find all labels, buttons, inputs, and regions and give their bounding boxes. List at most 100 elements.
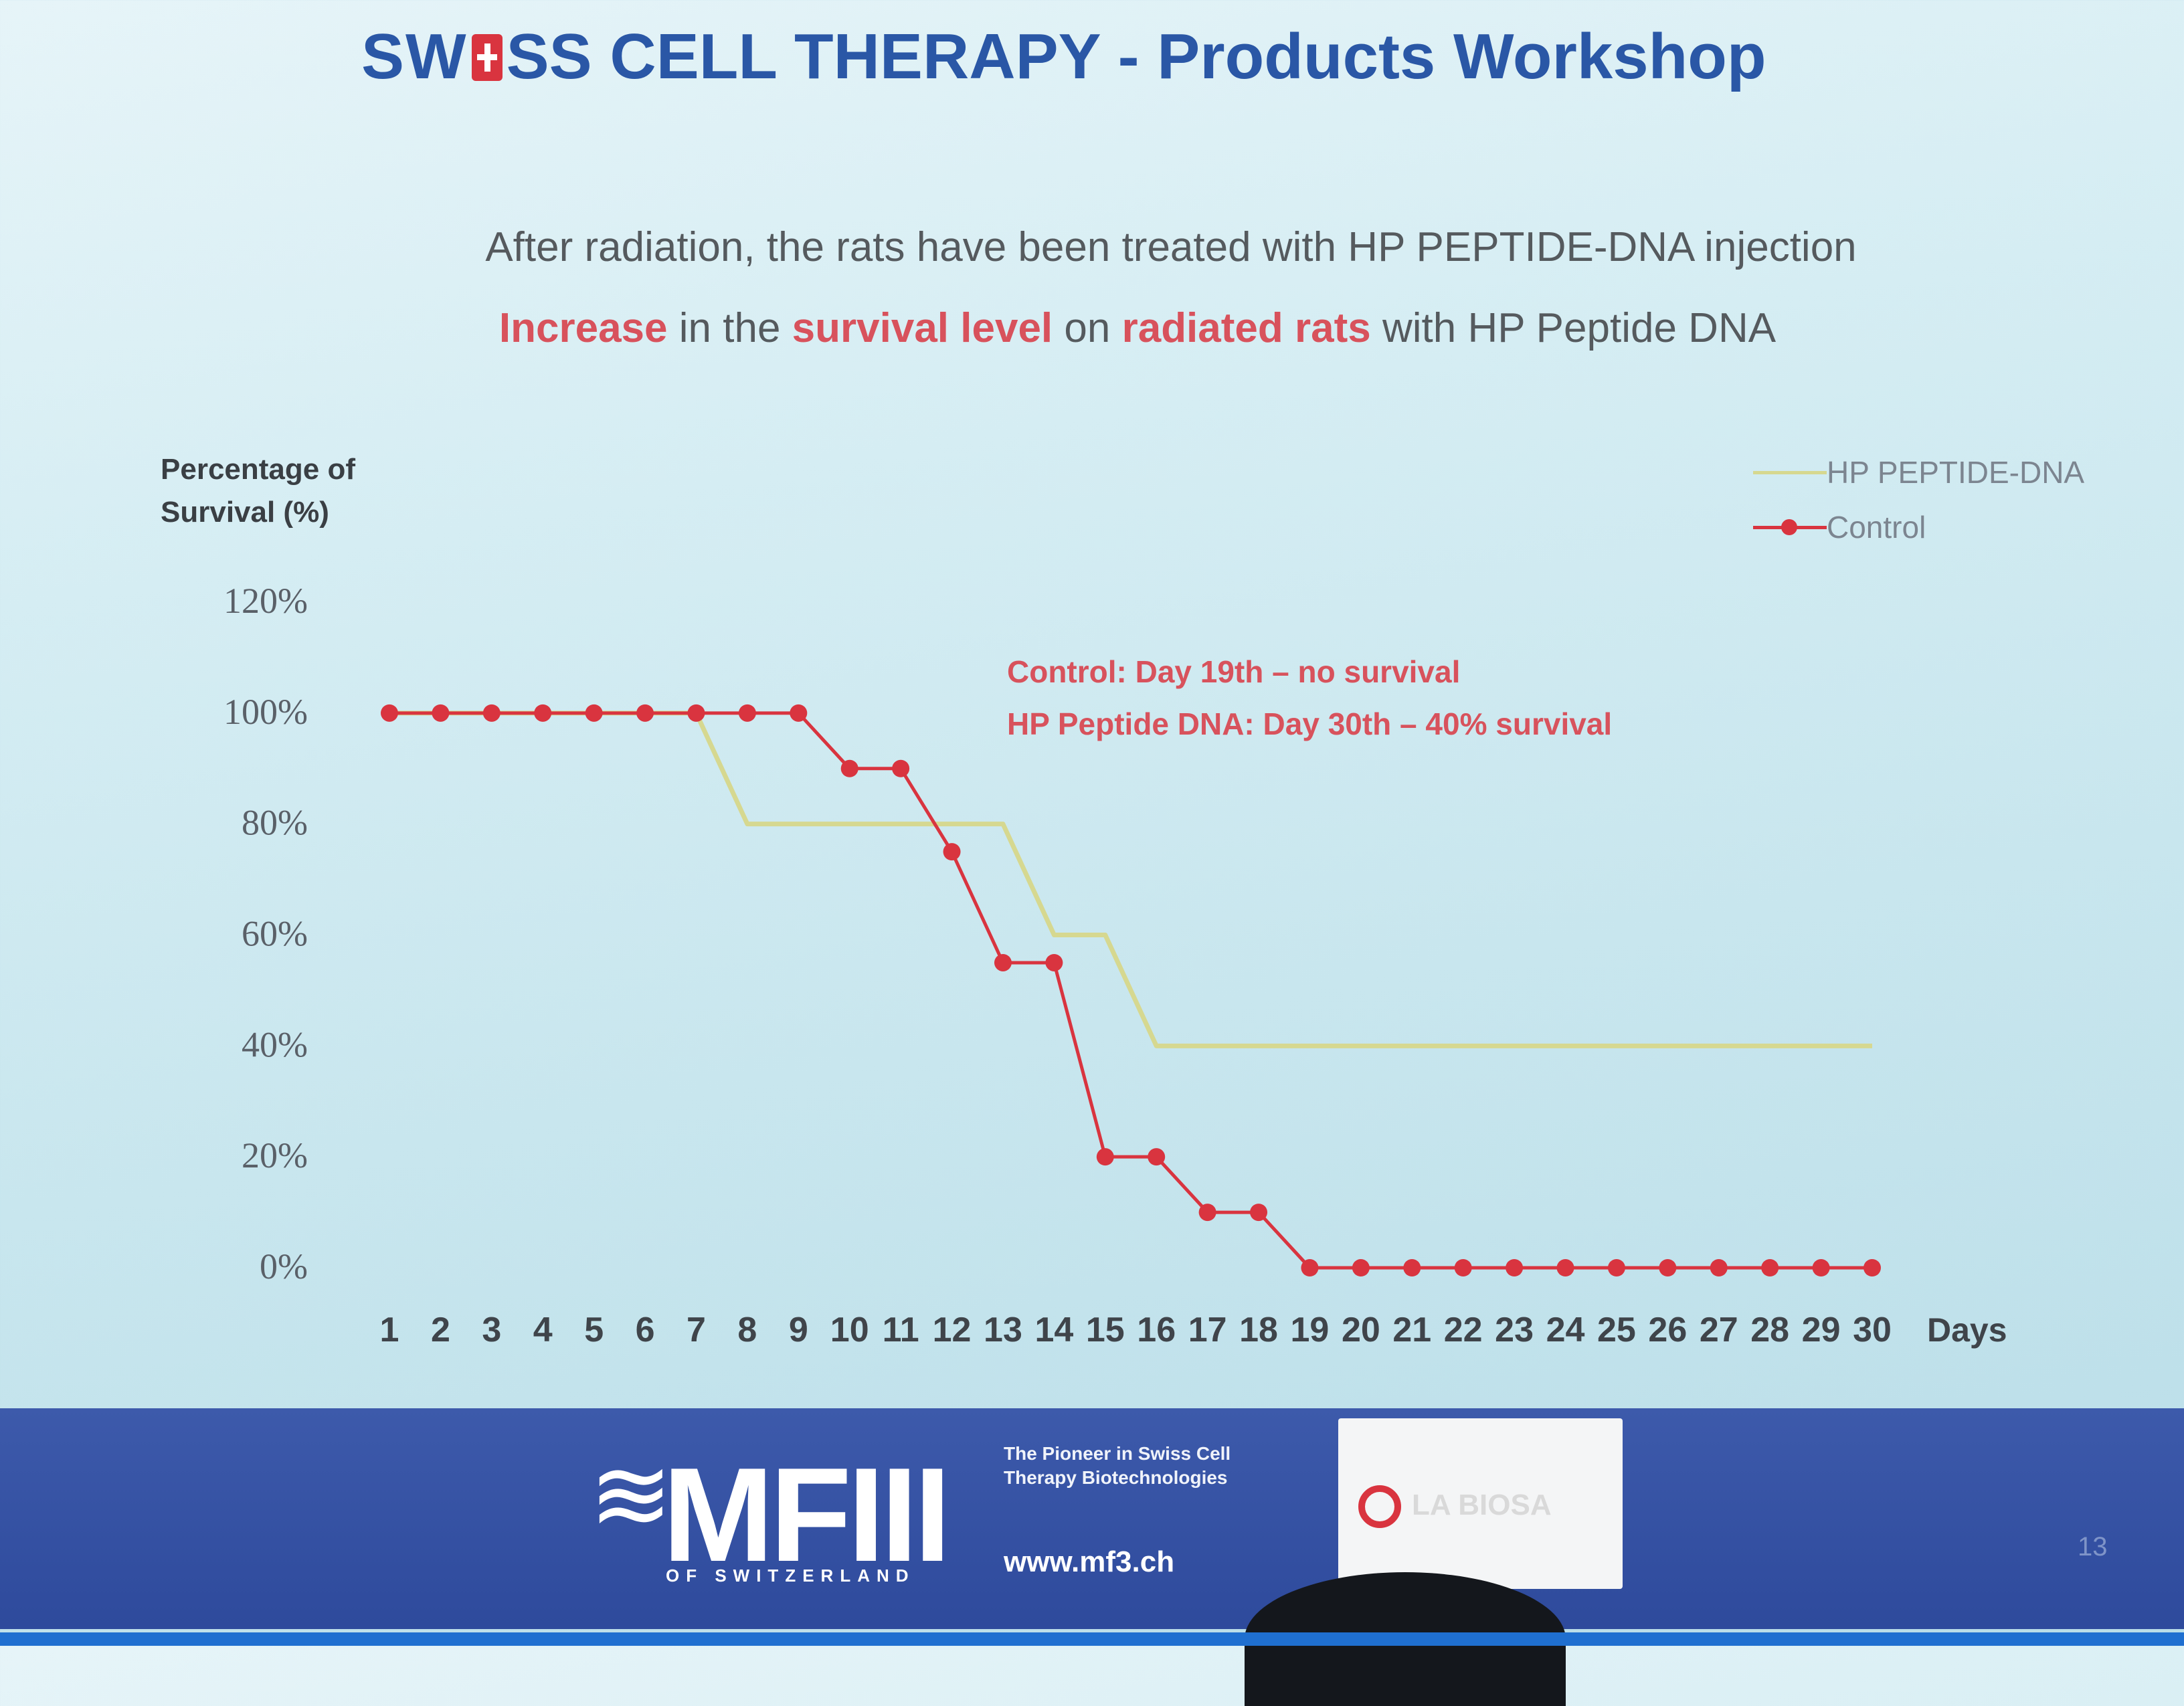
page-number: 13 (2078, 1532, 2108, 1561)
control-data-point (790, 704, 808, 722)
x-tick-label: 25 (1597, 1311, 1636, 1349)
survival-chart: 0%20%40%60%80%100%120%1 2 3 4 5 6 7 8 9 10 11 12 13 1… (223, 581, 2007, 1349)
x-tick-label: 17 (1188, 1311, 1227, 1349)
control-data-point (892, 759, 910, 777)
chart-annotation: Control: Day 19th – no survival HP Pepti… (1007, 646, 1743, 750)
x-tick-label: 27 (1700, 1311, 1738, 1349)
x-tick-label: 30 (1853, 1311, 1892, 1349)
x-tick-label: 19 (1291, 1311, 1330, 1349)
control-data-point (636, 704, 654, 722)
legend-item-hp: HP PEPTIDE-DNA (1753, 455, 2088, 498)
x-tick-label: 18 (1239, 1311, 1278, 1349)
control-data-point (482, 704, 500, 722)
subtitle-part-2: in the (667, 305, 792, 351)
y-tick-label: 20% (242, 1135, 308, 1175)
y-tick-label: 120% (223, 581, 308, 621)
control-data-point (1403, 1259, 1421, 1276)
legend-swatch-hp (1753, 455, 1827, 488)
slide: SW SS CELL THERAPY - Products Workshop Af… (0, 21, 2184, 1706)
control-data-point (534, 704, 552, 722)
control-data-point (1812, 1259, 1830, 1276)
subtitle-part-4: on (1053, 305, 1122, 351)
control-data-point (1301, 1259, 1319, 1276)
subtitle-part-6: with HP Peptide DNA (1370, 305, 1777, 351)
control-data-point (1556, 1259, 1574, 1276)
x-tick-label: 13 (984, 1311, 1022, 1349)
x-tick-label: 5 (584, 1311, 604, 1349)
partner-name: LA BIOSA (1412, 1489, 1552, 1521)
x-tick-label: 29 (1802, 1311, 1841, 1349)
x-tick-label: 6 (636, 1311, 655, 1349)
x-axis-label: Days (1927, 1311, 2007, 1349)
x-tick-label: 15 (1086, 1311, 1125, 1349)
y-tick-label: 0% (260, 1246, 308, 1287)
x-tick-label: 1 (380, 1311, 399, 1349)
y-tick-label: 40% (242, 1024, 308, 1064)
title-prefix: SW (361, 21, 468, 92)
x-tick-label: 23 (1495, 1311, 1534, 1349)
x-tick-label: 16 (1137, 1311, 1176, 1349)
x-tick-label: 3 (482, 1311, 501, 1349)
control-data-point (381, 704, 398, 722)
logo-text: MFIII (662, 1440, 951, 1590)
control-data-point (1659, 1259, 1677, 1276)
control-data-point (1761, 1259, 1779, 1276)
bottom-strip (0, 1632, 2184, 1646)
x-tick-label: 9 (789, 1311, 808, 1349)
control-data-point (687, 704, 705, 722)
y-axis-label: Percentage of Survival (%) (161, 453, 355, 529)
x-tick-label: 22 (1444, 1311, 1483, 1349)
y-tick-label: 80% (242, 803, 308, 843)
x-tick-label: 24 (1546, 1311, 1585, 1349)
footer-url[interactable]: www.mf3.ch (1004, 1545, 1175, 1578)
logo-subtext: OF SWITZERLAND (666, 1566, 915, 1586)
x-tick-label: 26 (1648, 1311, 1687, 1349)
swiss-cross-icon (471, 34, 503, 81)
control-data-point (1863, 1259, 1881, 1276)
control-data-point (1096, 1148, 1114, 1166)
control-data-point (1710, 1259, 1728, 1276)
x-tick-label: 7 (687, 1311, 706, 1349)
chart-legend: HP PEPTIDE-DNA Control (1753, 455, 2088, 565)
x-tick-label: 2 (431, 1311, 450, 1349)
legend-label-hp: HP PEPTIDE-DNA (1827, 455, 2085, 490)
control-data-point (432, 704, 450, 722)
x-tick-label: 21 (1392, 1311, 1431, 1349)
annotation-hp: HP Peptide DNA: Day 30th – 40% survival (1007, 706, 1613, 741)
subtitle-part-3: survival level (792, 305, 1053, 351)
control-data-point (943, 843, 961, 861)
legend-swatch-control (1753, 510, 1827, 543)
subtitle-line1: After radiation, the rats have been trea… (485, 224, 1857, 270)
control-data-point (1506, 1259, 1524, 1276)
annotation-control: Control: Day 19th – no survival (1007, 654, 1461, 689)
control-data-point (1045, 953, 1063, 971)
control-data-point (994, 953, 1012, 971)
x-tick-label: 20 (1342, 1311, 1380, 1349)
footer-bar (0, 1408, 2184, 1629)
legend-item-control: Control (1753, 510, 2088, 553)
control-data-point (840, 759, 858, 777)
y-tick-label: 100% (223, 692, 308, 732)
x-tick-label: 28 (1750, 1311, 1789, 1349)
partner-logo: LA BIOSA (1338, 1418, 1623, 1589)
x-tick-label: 10 (830, 1311, 869, 1349)
mf3-logo: ≋ MFIII OF SWITZERLAND (589, 1438, 990, 1592)
subtitle-part-5: radiated rats (1121, 305, 1371, 351)
control-data-point (1198, 1204, 1216, 1222)
subtitle-line2: Increase in the survival level on radiat… (335, 304, 1940, 352)
control-data-point (585, 704, 603, 722)
x-tick-label: 14 (1034, 1311, 1073, 1349)
series-line-hp-peptide-dna (389, 710, 1872, 1048)
x-tick-label: 11 (883, 1311, 919, 1349)
control-data-point (1148, 1148, 1166, 1166)
partner-mark-icon (1358, 1485, 1401, 1528)
subtitle-part-1: Increase (498, 305, 668, 351)
x-tick-label: 4 (533, 1311, 553, 1349)
x-tick-label: 12 (933, 1311, 972, 1349)
title-suffix: SS CELL THERAPY - Products Workshop (506, 21, 1766, 92)
control-data-point (1250, 1204, 1268, 1222)
legend-label-control: Control (1827, 510, 1926, 545)
control-data-point (1454, 1259, 1472, 1276)
control-data-point (1352, 1259, 1370, 1276)
x-tick-label: 8 (737, 1311, 757, 1349)
